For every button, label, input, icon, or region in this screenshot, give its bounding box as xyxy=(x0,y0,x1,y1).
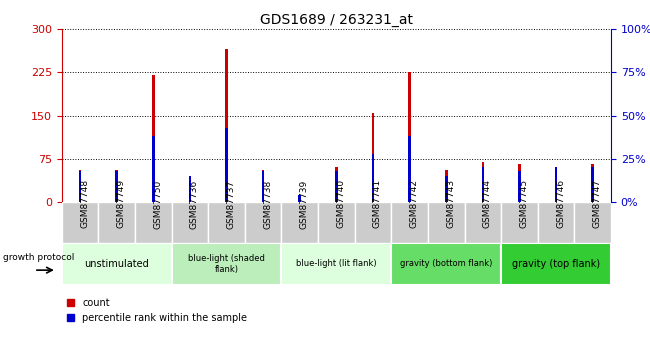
Bar xyxy=(592,165,594,202)
Bar xyxy=(592,167,594,202)
Bar xyxy=(152,75,155,202)
Bar xyxy=(298,195,301,202)
Bar xyxy=(116,170,118,202)
Text: GSM87738: GSM87738 xyxy=(263,179,272,228)
Text: GSM87742: GSM87742 xyxy=(410,179,419,228)
Text: GSM87750: GSM87750 xyxy=(153,179,162,228)
Text: GSM87748: GSM87748 xyxy=(80,179,89,228)
Bar xyxy=(482,161,484,202)
Bar xyxy=(518,165,521,202)
FancyBboxPatch shape xyxy=(135,202,172,243)
Bar xyxy=(116,171,118,202)
Text: blue-light (lit flank): blue-light (lit flank) xyxy=(296,259,377,268)
Text: GSM87743: GSM87743 xyxy=(446,179,455,228)
Bar xyxy=(555,167,557,202)
Bar xyxy=(262,170,265,202)
FancyBboxPatch shape xyxy=(318,202,355,243)
FancyBboxPatch shape xyxy=(172,243,281,285)
Bar xyxy=(555,167,557,202)
FancyBboxPatch shape xyxy=(98,202,135,243)
Bar xyxy=(152,136,155,202)
Text: GSM87744: GSM87744 xyxy=(483,179,492,228)
FancyBboxPatch shape xyxy=(281,243,391,285)
FancyBboxPatch shape xyxy=(428,202,465,243)
Bar xyxy=(445,170,447,202)
Bar xyxy=(298,197,301,202)
Legend: count, percentile rank within the sample: count, percentile rank within the sample xyxy=(66,298,247,323)
FancyBboxPatch shape xyxy=(391,243,501,285)
Bar xyxy=(445,176,447,202)
FancyBboxPatch shape xyxy=(465,202,501,243)
Text: GSM87746: GSM87746 xyxy=(556,179,565,228)
Bar xyxy=(518,171,521,202)
FancyBboxPatch shape xyxy=(391,202,428,243)
FancyBboxPatch shape xyxy=(62,202,98,243)
FancyBboxPatch shape xyxy=(245,202,281,243)
FancyBboxPatch shape xyxy=(172,202,208,243)
Text: growth protocol: growth protocol xyxy=(3,253,75,262)
Bar xyxy=(79,171,81,202)
Text: GSM87736: GSM87736 xyxy=(190,179,199,228)
FancyBboxPatch shape xyxy=(281,202,318,243)
FancyBboxPatch shape xyxy=(501,202,538,243)
FancyBboxPatch shape xyxy=(575,202,611,243)
Bar xyxy=(188,176,191,202)
Text: GSM87749: GSM87749 xyxy=(117,179,125,228)
Bar xyxy=(408,136,411,202)
Bar xyxy=(482,167,484,202)
Bar xyxy=(262,171,265,202)
Bar xyxy=(372,113,374,202)
Text: GSM87747: GSM87747 xyxy=(593,179,602,228)
FancyBboxPatch shape xyxy=(538,202,575,243)
FancyBboxPatch shape xyxy=(355,202,391,243)
Text: GSM87739: GSM87739 xyxy=(300,179,309,228)
Text: blue-light (shaded
flank): blue-light (shaded flank) xyxy=(188,254,265,274)
Bar xyxy=(226,128,227,202)
Text: GSM87745: GSM87745 xyxy=(519,179,528,228)
Text: GSM87741: GSM87741 xyxy=(373,179,382,228)
Bar xyxy=(372,154,374,202)
Text: gravity (bottom flank): gravity (bottom flank) xyxy=(400,259,493,268)
FancyBboxPatch shape xyxy=(208,202,245,243)
Text: gravity (top flank): gravity (top flank) xyxy=(512,259,600,269)
Text: unstimulated: unstimulated xyxy=(84,259,149,269)
FancyBboxPatch shape xyxy=(62,243,172,285)
FancyBboxPatch shape xyxy=(501,243,611,285)
Bar xyxy=(188,176,191,202)
Text: GSM87740: GSM87740 xyxy=(337,179,345,228)
Bar xyxy=(408,72,411,202)
Title: GDS1689 / 263231_at: GDS1689 / 263231_at xyxy=(260,13,413,27)
Bar xyxy=(226,49,227,202)
Text: GSM87737: GSM87737 xyxy=(227,179,235,228)
Bar xyxy=(79,170,81,202)
Bar xyxy=(335,171,337,202)
Bar xyxy=(335,167,337,202)
